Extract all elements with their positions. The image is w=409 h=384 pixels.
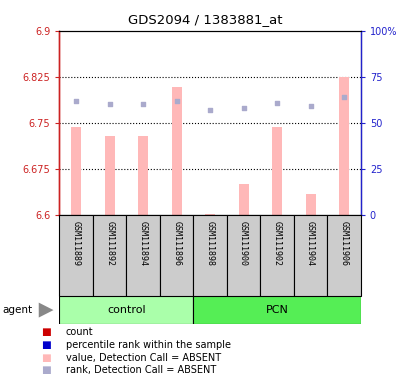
Bar bbox=[71, 127, 81, 215]
Bar bbox=[293, 215, 326, 296]
Text: GSM111896: GSM111896 bbox=[172, 221, 181, 266]
Text: ■: ■ bbox=[41, 353, 51, 362]
Bar bbox=[193, 215, 226, 296]
Bar bbox=[171, 87, 181, 215]
Polygon shape bbox=[38, 303, 53, 318]
Text: GSM111902: GSM111902 bbox=[272, 221, 281, 266]
Text: GSM111892: GSM111892 bbox=[105, 221, 114, 266]
Point bbox=[340, 94, 346, 100]
Text: PCN: PCN bbox=[265, 305, 288, 315]
Bar bbox=[326, 215, 360, 296]
Text: GDS2094 / 1383881_at: GDS2094 / 1383881_at bbox=[128, 13, 281, 26]
Point bbox=[207, 107, 213, 113]
Text: agent: agent bbox=[2, 305, 32, 315]
Text: value, Detection Call = ABSENT: value, Detection Call = ABSENT bbox=[65, 353, 220, 362]
Point bbox=[240, 105, 246, 111]
Bar bbox=[260, 215, 293, 296]
Text: control: control bbox=[107, 305, 145, 315]
Bar bbox=[272, 127, 281, 215]
Text: GSM111904: GSM111904 bbox=[306, 221, 314, 266]
Point bbox=[273, 99, 280, 106]
Text: rank, Detection Call = ABSENT: rank, Detection Call = ABSENT bbox=[65, 365, 215, 375]
Text: count: count bbox=[65, 327, 93, 337]
Text: GSM111898: GSM111898 bbox=[205, 221, 214, 266]
Bar bbox=[59, 296, 193, 324]
Text: ■: ■ bbox=[41, 365, 51, 375]
Point bbox=[106, 101, 113, 108]
Bar bbox=[226, 215, 260, 296]
Text: GSM111900: GSM111900 bbox=[238, 221, 247, 266]
Text: GSM111889: GSM111889 bbox=[72, 221, 81, 266]
Bar bbox=[193, 296, 360, 324]
Text: ■: ■ bbox=[41, 327, 51, 337]
Bar bbox=[305, 194, 315, 215]
Bar bbox=[59, 215, 93, 296]
Bar bbox=[93, 215, 126, 296]
Bar bbox=[204, 214, 215, 215]
Text: percentile rank within the sample: percentile rank within the sample bbox=[65, 340, 230, 350]
Bar bbox=[104, 136, 115, 215]
Point bbox=[73, 98, 79, 104]
Bar bbox=[238, 184, 248, 215]
Point bbox=[307, 103, 313, 109]
Point bbox=[139, 101, 146, 108]
Point bbox=[173, 98, 180, 104]
Text: GSM111906: GSM111906 bbox=[339, 221, 348, 266]
Bar bbox=[126, 215, 160, 296]
Bar bbox=[138, 136, 148, 215]
Bar bbox=[338, 77, 348, 215]
Bar bbox=[160, 215, 193, 296]
Text: GSM111894: GSM111894 bbox=[138, 221, 147, 266]
Text: ■: ■ bbox=[41, 340, 51, 350]
